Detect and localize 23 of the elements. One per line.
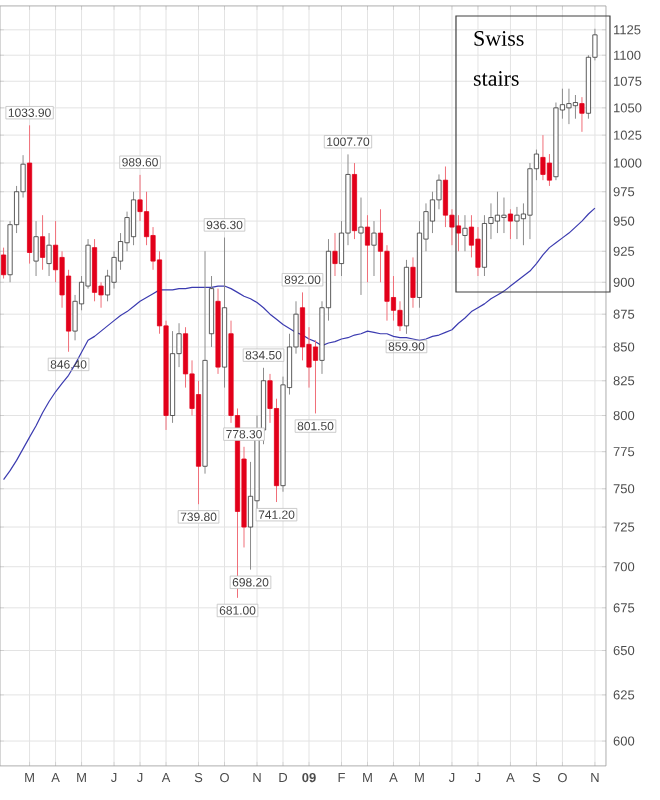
candlestick <box>540 134 546 181</box>
candlestick <box>494 191 500 234</box>
candlestick <box>371 220 377 277</box>
candlestick <box>566 88 572 125</box>
candlestick <box>40 214 46 271</box>
candlestick <box>364 214 371 283</box>
candlestick <box>1 247 7 280</box>
annotation: Swiss stairs <box>473 31 524 86</box>
candlestick <box>501 197 507 234</box>
candlestick <box>455 214 462 252</box>
candlestick <box>572 94 578 120</box>
candlestick <box>507 208 513 240</box>
candlestick <box>579 96 585 133</box>
candlestick <box>358 197 364 296</box>
candlestick <box>312 339 319 414</box>
candlestick <box>92 238 98 302</box>
candlestick <box>131 191 137 246</box>
candlestick <box>410 256 416 309</box>
candlestick <box>33 220 39 277</box>
candlestick <box>46 232 52 277</box>
candlestick <box>514 206 520 240</box>
candlestick <box>462 214 468 252</box>
candlestick <box>332 232 338 277</box>
